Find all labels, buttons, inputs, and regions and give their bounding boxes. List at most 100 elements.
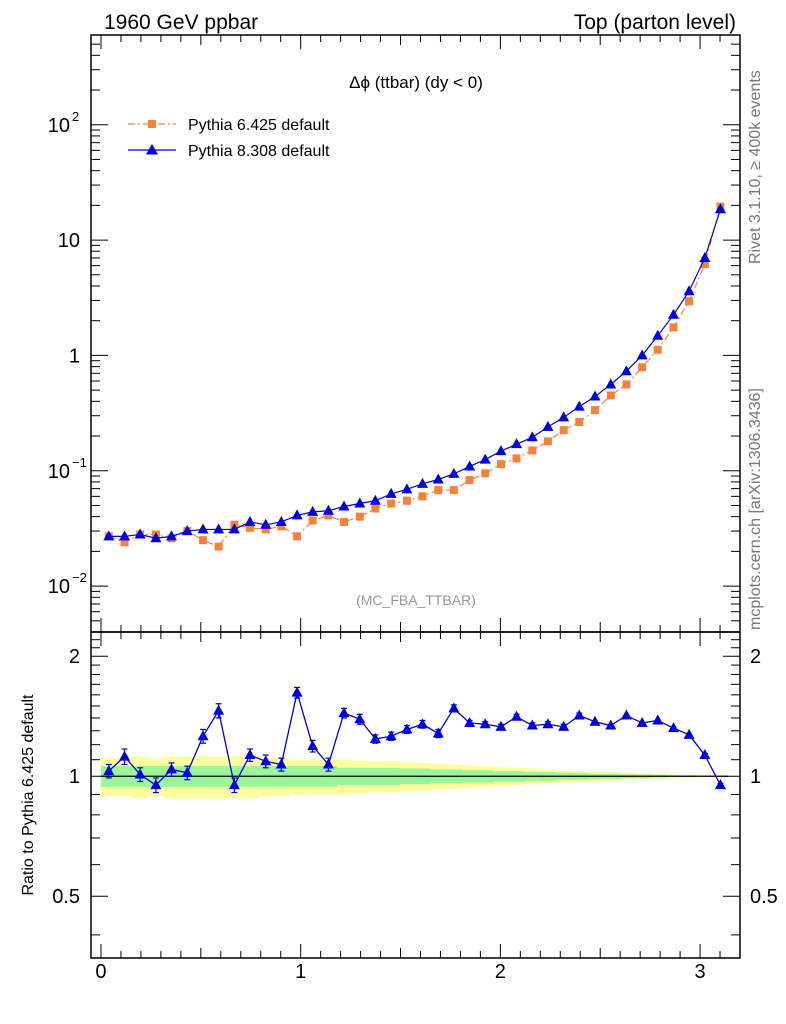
plot-title: Δϕ (ttbar) (dy < 0) (349, 73, 483, 92)
data-point-pythia8 (228, 523, 240, 534)
data-point-pythia6 (371, 504, 380, 513)
data-point-pythia6 (575, 417, 584, 426)
data-point-pythia6 (199, 536, 208, 545)
legend: Pythia 6.425 default Pythia 8.308 defaul… (128, 117, 330, 160)
data-point-pythia8 (495, 445, 507, 456)
main-y-tick-label: 1 (69, 345, 80, 367)
ratio-data-point (511, 710, 523, 721)
ratio-data-point (668, 722, 680, 733)
ratio-data-point (589, 715, 601, 726)
ratio-data-point (291, 686, 303, 697)
ratio-data-point (652, 714, 664, 725)
data-point-pythia8 (479, 453, 491, 464)
ratio-plot-panel: 0.5 0.5 1 1 2 2 0 1 2 3 Ratio to Pythia 6.425 def… (20, 631, 778, 983)
data-point-pythia8 (369, 494, 381, 505)
mcplots-source-label: mcplots.cern.ch [arXiv:1306.3436] (747, 388, 764, 630)
main-y-tick-label: 10 (48, 461, 70, 483)
data-point-pythia8 (307, 505, 319, 516)
ratio-y-tick-label: 1 (69, 766, 80, 788)
x-tick-label: 2 (495, 961, 506, 983)
data-point-pythia8 (244, 515, 256, 526)
data-point-pythia8 (385, 487, 397, 498)
data-point-pythia8 (165, 530, 177, 541)
main-plot-marks (103, 202, 726, 551)
ratio-data-point (495, 720, 507, 731)
data-point-pythia6 (261, 525, 270, 534)
data-point-pythia8 (119, 530, 131, 541)
data-point-pythia8 (338, 500, 350, 511)
data-point-pythia6 (120, 538, 129, 547)
data-point-pythia8 (511, 438, 523, 449)
x-tick-label: 0 (95, 961, 106, 983)
ratio-axis-ticks: 0.5 0.5 1 1 2 2 0 1 2 3 (52, 632, 778, 983)
ratio-data-point (464, 716, 476, 727)
data-point-pythia6 (669, 323, 678, 332)
legend-marker-pythia8 (146, 144, 158, 155)
ratio-data-point (385, 730, 397, 741)
process-label: Top (parton level) (574, 11, 736, 34)
ratio-y-tick-label-right: 1 (750, 766, 761, 788)
data-point-pythia6 (512, 454, 521, 463)
ratio-data-point (228, 779, 240, 790)
data-point-pythia6 (214, 542, 223, 551)
ratio-data-point (479, 718, 491, 729)
data-point-pythia6 (685, 297, 694, 306)
data-point-pythia8 (260, 518, 272, 529)
ratio-data-point (369, 732, 381, 743)
data-point-pythia8 (401, 483, 413, 494)
data-point-pythia8 (103, 530, 115, 541)
main-y-tick-exponent: −2 (72, 570, 87, 585)
data-point-pythia8 (464, 460, 476, 471)
data-point-pythia6 (355, 512, 364, 521)
data-point-pythia8 (636, 349, 648, 360)
ratio-data-point (683, 728, 695, 739)
main-y-tick-exponent: 2 (72, 109, 79, 124)
ratio-data-point (103, 765, 115, 776)
data-point-pythia6 (496, 460, 505, 469)
ratio-data-point (636, 716, 648, 727)
main-y-tick-label: 10 (58, 230, 80, 252)
legend-label-pythia8: Pythia 8.308 default (188, 143, 330, 160)
ratio-plot-marks (100, 686, 729, 799)
data-point-pythia6 (481, 469, 490, 478)
data-point-pythia6 (700, 260, 709, 269)
data-point-pythia6 (622, 380, 631, 389)
ratio-data-point (401, 723, 413, 734)
data-point-pythia8 (699, 251, 711, 262)
series-line-pythia6 (108, 206, 722, 548)
ratio-data-point (197, 730, 209, 741)
data-point-pythia6 (434, 486, 443, 495)
data-point-pythia6 (245, 523, 254, 532)
data-point-pythia8 (573, 400, 585, 411)
ratio-data-point (244, 749, 256, 760)
rivet-version-label: Rivet 3.1.10, ≥ 400k events (747, 70, 764, 264)
data-point-pythia6 (528, 446, 537, 455)
data-point-pythia6 (277, 522, 286, 531)
ratio-series-line (108, 692, 722, 788)
ratio-data-point (605, 719, 617, 730)
data-point-pythia6 (402, 496, 411, 505)
data-point-pythia8 (150, 532, 162, 543)
ratio-y-tick-label: 0.5 (52, 886, 80, 908)
data-point-pythia6 (543, 437, 552, 446)
data-point-pythia6 (638, 363, 647, 372)
ratio-data-point (714, 779, 726, 790)
data-point-pythia8 (213, 523, 225, 534)
data-point-pythia8 (683, 285, 695, 296)
data-point-pythia8 (432, 473, 444, 484)
data-point-pythia6 (591, 406, 600, 415)
data-point-pythia6 (449, 486, 458, 495)
data-point-pythia8 (605, 378, 617, 389)
data-point-pythia6 (293, 532, 302, 541)
series-line-pythia8 (108, 209, 722, 539)
ratio-data-point (338, 707, 350, 718)
data-point-pythia8 (589, 390, 601, 401)
data-point-pythia6 (653, 345, 662, 354)
ratio-data-point (542, 718, 554, 729)
data-point-pythia8 (558, 411, 570, 422)
ratio-y-tick-label-right: 0.5 (750, 886, 778, 908)
ratio-data-point (416, 718, 428, 729)
